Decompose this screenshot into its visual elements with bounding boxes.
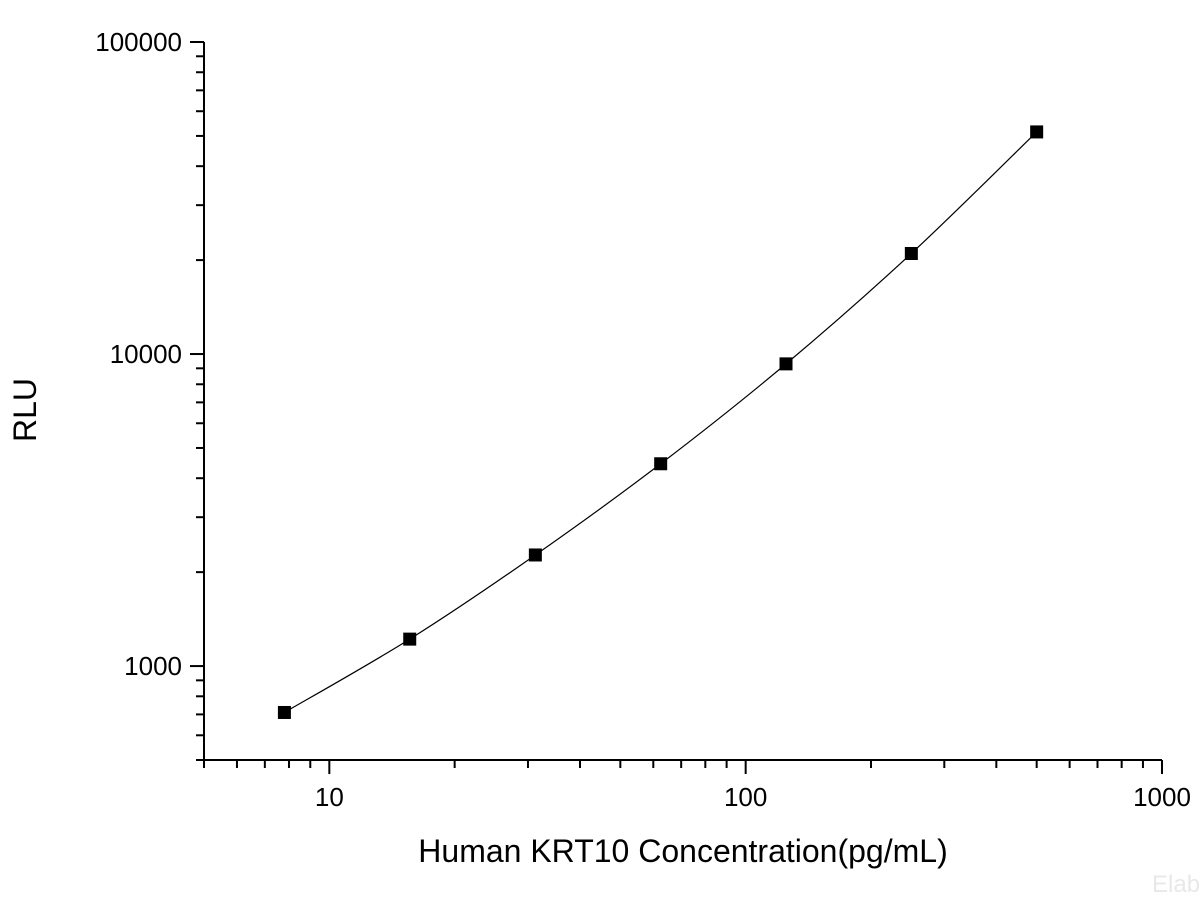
axes: [203, 42, 1162, 761]
data-point: [277, 705, 291, 719]
y-tick-label: 1000: [124, 651, 182, 681]
x-tick-label: 10: [315, 782, 344, 812]
data-point: [403, 632, 417, 646]
data-point: [1030, 125, 1044, 139]
y-tick-label: 100000: [95, 27, 182, 57]
data-point: [654, 457, 668, 471]
tick-labels: 10 100 1000 1000 10000 100000: [95, 27, 1191, 812]
watermark-text: Elab: [1152, 871, 1200, 898]
x-axis-title: Human KRT10 Concentration(pg/mL): [418, 833, 947, 869]
y-tick-label: 10000: [110, 339, 182, 369]
ticks: [190, 41, 1163, 774]
series: [277, 125, 1044, 719]
data-point: [904, 246, 918, 260]
x-tick-label: 1000: [1133, 782, 1191, 812]
data-point: [528, 548, 542, 562]
x-tick-label: 100: [724, 782, 767, 812]
y-axis-title: RLU: [7, 378, 43, 442]
data-point: [779, 357, 793, 371]
series-line: [284, 131, 1038, 713]
